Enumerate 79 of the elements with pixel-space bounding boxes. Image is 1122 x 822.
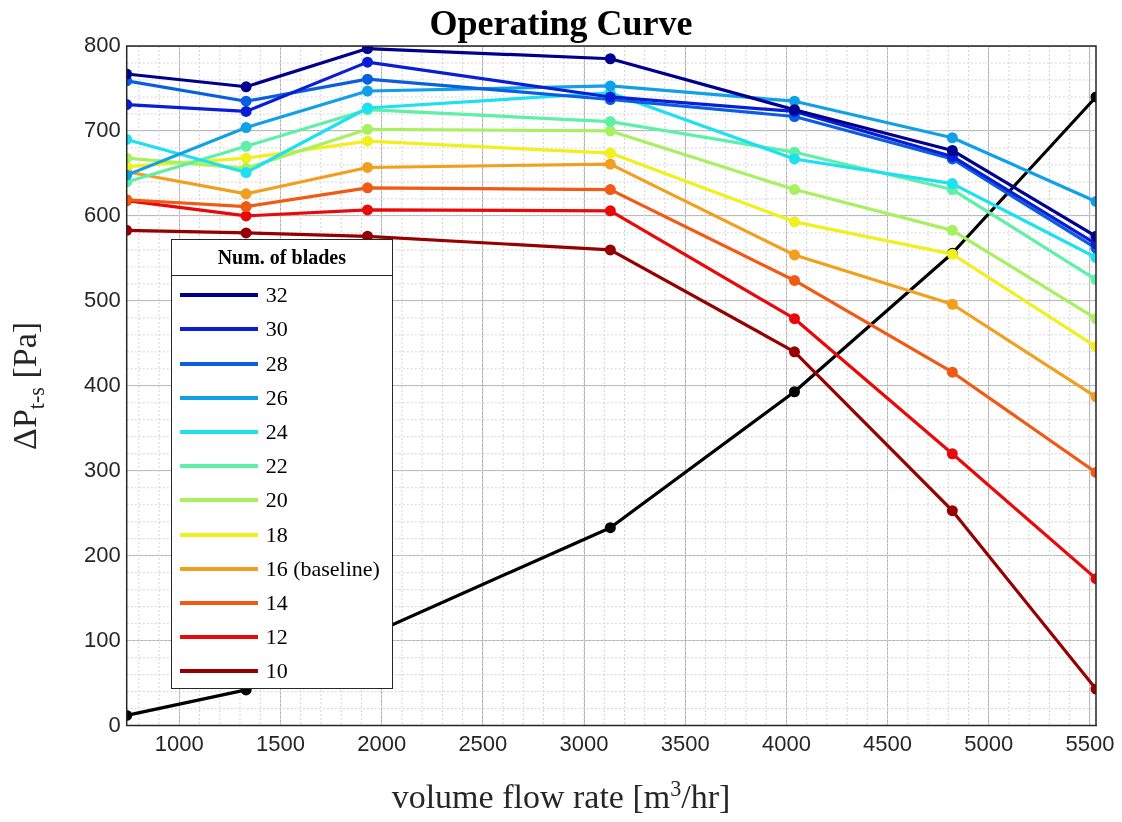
point [604,184,616,196]
point [362,182,374,194]
x-tick-label: 2000 [357,730,407,756]
point [362,135,374,147]
x-tick-label: 2500 [458,730,508,756]
x-tick-label: 3500 [660,730,710,756]
x-axis-title: volume flow rate [m$^{3}$/hr] [390,776,732,817]
point [240,105,252,117]
legend-label: 30 [265,316,288,343]
point [788,216,800,228]
x-tick-label: 5500 [1065,730,1115,756]
legend-label: 24 [265,418,288,445]
y-tick-label: 200 [83,541,121,567]
point [362,85,374,97]
x-tick-label: 1500 [256,730,305,756]
point [788,313,800,325]
point [946,144,958,156]
point [604,125,616,137]
point [240,81,252,93]
point [362,46,374,55]
point [788,184,800,196]
point [788,249,800,261]
y-tick-label: 100 [83,626,121,652]
point [788,346,800,358]
legend-label: 14 [265,589,288,616]
point [240,152,252,164]
point [946,298,958,310]
point [604,244,616,256]
legend-title: Num. of blades [216,244,347,270]
point [240,227,252,239]
x-tick-label: 5000 [964,730,1014,756]
point [604,53,616,65]
point [604,116,616,128]
legend-label: 26 [265,384,288,411]
legend-label: 12 [265,624,288,651]
point [240,201,252,213]
point [240,95,252,107]
point [946,178,958,190]
point [788,274,800,286]
x-tick-label: 3000 [559,730,609,756]
point [604,147,616,159]
legend-label: 22 [265,453,288,480]
y-tick-label: 500 [83,286,121,312]
point [240,140,252,152]
y-tick-label: 400 [83,371,121,397]
y-tick-label: 300 [83,456,121,482]
point [946,448,958,460]
point [604,205,616,217]
legend-label: 32 [265,282,288,309]
point [362,73,374,85]
point [604,80,616,92]
point [240,122,252,134]
legend-label: 20 [265,487,288,514]
point [240,188,252,200]
point [604,158,616,170]
point [946,505,958,517]
point [946,132,958,144]
y-tick-label: 600 [83,201,121,227]
y-tick-label: 700 [83,117,121,143]
point [604,522,616,534]
point [362,161,374,173]
y-tick-label: 800 [83,32,121,58]
point [240,167,252,179]
chart-title: Operating Curve [429,3,693,43]
point [946,224,958,236]
point [788,153,800,165]
legend-label: 16 (baseline) [265,555,380,582]
legend-label: 18 [265,521,288,548]
point [362,123,374,135]
point [362,204,374,216]
legend-label: 28 [265,350,288,377]
point [946,366,958,378]
x-tick-label: 4500 [863,730,913,756]
x-tick-label: 4000 [761,730,811,756]
point [788,386,800,398]
x-tick-label: 1000 [154,730,204,756]
legend-label: 10 [265,658,288,685]
point [362,56,374,68]
y-tick-label: 0 [108,711,121,737]
